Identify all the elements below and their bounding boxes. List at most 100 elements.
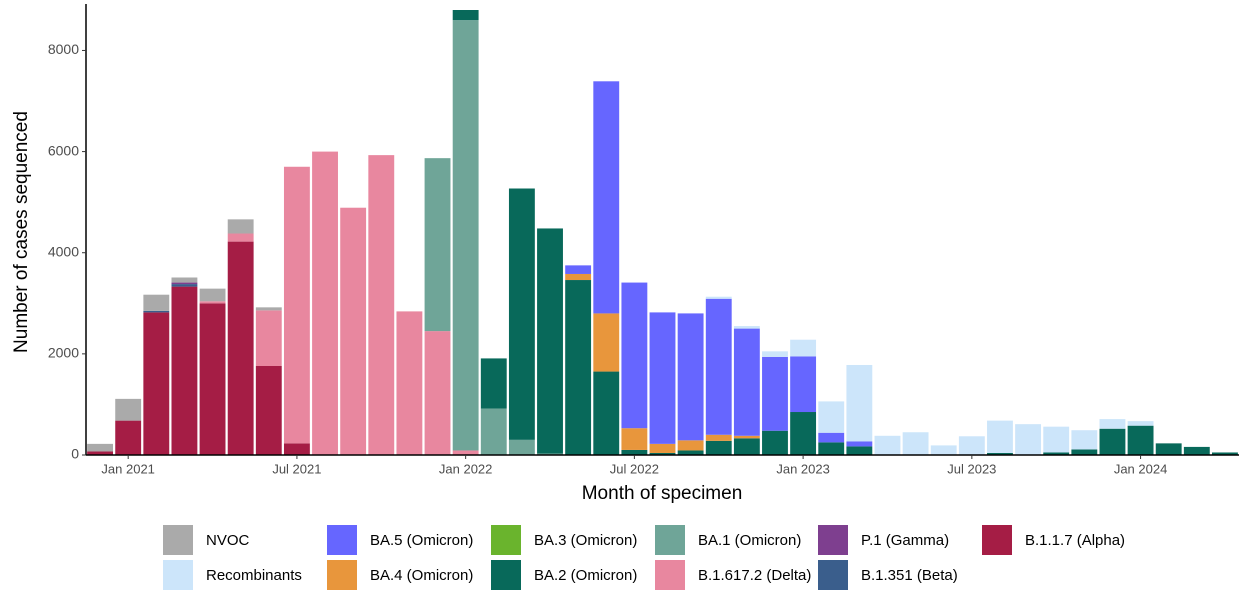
x-tick-label: Jan 2021 — [101, 461, 155, 476]
bar-segment — [452, 20, 479, 451]
bar-segment — [846, 441, 873, 447]
bar-segment — [143, 310, 170, 313]
legend-swatch — [163, 560, 193, 590]
bar-segment — [705, 296, 732, 299]
x-tick-label: Jul 2023 — [947, 461, 996, 476]
bar-segment — [171, 284, 198, 287]
bar-segment — [171, 282, 198, 285]
bar-segment — [1071, 430, 1098, 450]
legend-label: BA.3 (Omicron) — [534, 532, 637, 549]
bar-segment — [368, 155, 395, 455]
bar-segment — [705, 440, 732, 455]
legend-swatch — [655, 560, 685, 590]
bar-segment — [171, 277, 198, 283]
legend-label: P.1 (Gamma) — [861, 532, 949, 549]
bar-segment — [762, 356, 788, 431]
y-axis-title: Number of cases sequenced — [11, 111, 32, 353]
bar-segment — [565, 273, 592, 281]
bar-segment — [762, 430, 788, 455]
bar-segment — [255, 310, 282, 366]
legend-label: B.1.351 (Beta) — [861, 567, 958, 584]
legend-label: Recombinants — [206, 567, 302, 584]
x-tick-label: Jul 2022 — [610, 461, 659, 476]
bar-segment — [733, 435, 760, 439]
bar-segment — [480, 408, 507, 455]
bar-segment — [199, 303, 226, 455]
bar-segment — [818, 432, 845, 443]
legend-swatch — [327, 560, 357, 590]
bar-segment — [1155, 443, 1182, 455]
bar-segment — [87, 443, 113, 452]
bar-segment — [649, 443, 676, 453]
bar-segment — [452, 10, 479, 21]
legend-label: NVOC — [206, 532, 250, 549]
bar-segment — [705, 434, 732, 441]
bar-segment — [227, 219, 254, 234]
bar-segment — [143, 294, 170, 311]
bar-segment — [452, 450, 479, 455]
legend-label: BA.2 (Omicron) — [534, 567, 637, 584]
bar-segment — [171, 286, 198, 455]
y-tick-label: 0 — [71, 446, 79, 462]
bar-segment — [846, 446, 873, 455]
bar-segment — [283, 443, 310, 455]
bar-segment — [874, 435, 901, 455]
legend-label: BA.4 (Omicron) — [370, 567, 473, 584]
y-tick-label: 8000 — [48, 41, 79, 57]
bar-segment — [143, 312, 170, 455]
bar-segment — [480, 358, 507, 409]
bar-segment — [283, 166, 310, 444]
bar-segment — [1127, 425, 1154, 455]
x-tick-label: Jan 2022 — [439, 461, 493, 476]
bar-segment — [537, 453, 563, 455]
bar-segment — [593, 371, 620, 455]
bar-segment — [1043, 452, 1070, 455]
legend-swatch — [491, 560, 521, 590]
bar-segment — [1212, 452, 1238, 455]
bar-segment — [255, 366, 282, 455]
legend-label: B.1.617.2 (Delta) — [698, 567, 811, 584]
bar-segment — [1127, 421, 1154, 426]
bar-segment — [537, 228, 563, 454]
bar-segment — [987, 420, 1013, 453]
bar-segment — [565, 265, 592, 274]
legend-swatch — [327, 525, 357, 555]
bar-segment — [565, 280, 592, 455]
bar-segment — [424, 331, 451, 455]
x-axis-title: Month of specimen — [582, 483, 743, 504]
bar-segment — [227, 241, 254, 455]
bar-segment — [255, 307, 282, 311]
legend-swatch — [491, 525, 521, 555]
bar-segment — [705, 298, 732, 435]
bar-segment — [508, 439, 535, 455]
legend-swatch — [818, 560, 848, 590]
bar-segment — [593, 313, 620, 372]
bar-segment — [987, 452, 1013, 455]
bar-segment — [733, 326, 760, 329]
x-tick-label: Jan 2024 — [1114, 461, 1168, 476]
bar-segment — [1043, 426, 1070, 453]
legend-label: BA.5 (Omicron) — [370, 532, 473, 549]
bar-segment — [199, 301, 226, 304]
bar-segment — [1099, 419, 1126, 429]
legend-label: BA.1 (Omicron) — [698, 532, 801, 549]
bar-segment — [115, 398, 142, 421]
bar-segment — [115, 420, 142, 455]
bar-segment — [790, 412, 817, 455]
bar-segment — [762, 351, 788, 357]
bar-segment — [621, 428, 648, 450]
bar-segment — [733, 328, 760, 436]
y-tick-label: 2000 — [48, 345, 79, 361]
bar-segment — [677, 450, 704, 455]
bar-segment — [677, 440, 704, 451]
legend-swatch — [982, 525, 1012, 555]
bar-segment — [340, 207, 367, 455]
bar-segment — [790, 356, 817, 413]
legend-label: B.1.1.7 (Alpha) — [1025, 532, 1125, 549]
bar-segment — [677, 313, 704, 441]
bar-segment — [930, 445, 957, 455]
bar-segment — [87, 451, 113, 455]
bar-segment — [593, 81, 620, 314]
bar-segment — [424, 158, 451, 332]
